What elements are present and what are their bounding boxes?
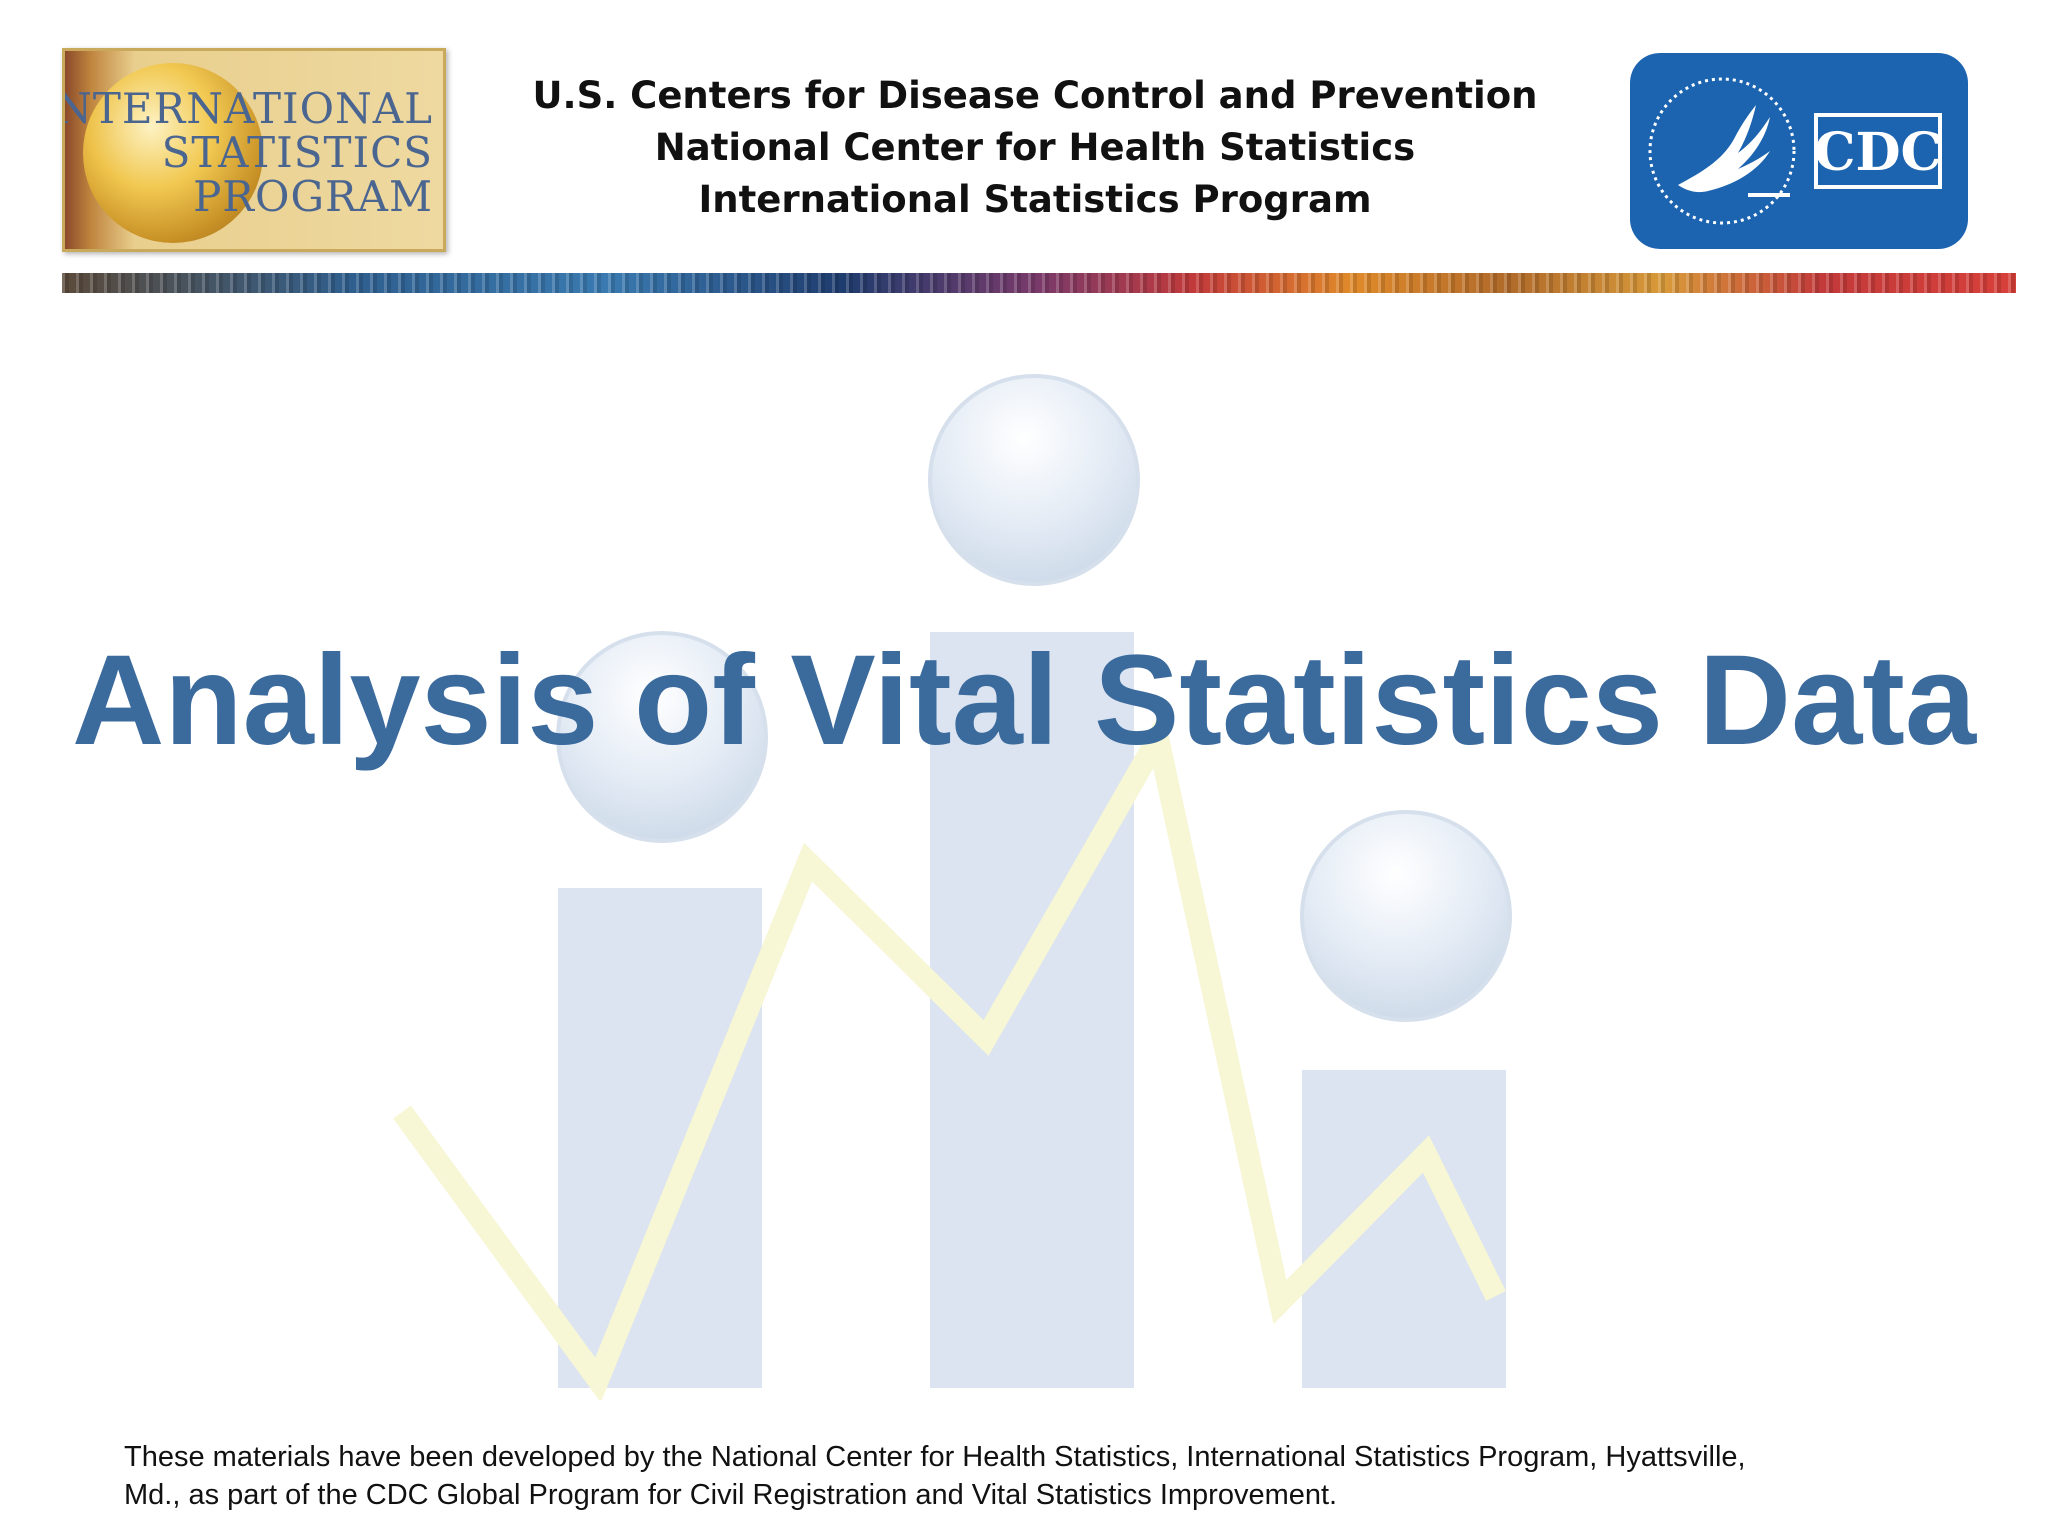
logo-line-2: STATISTICS <box>161 128 433 177</box>
logo-line-1: INTERNATIONAL <box>62 84 433 133</box>
logo-line-3: PROGRAM <box>193 172 433 221</box>
chart-watermark-graphic <box>393 374 1512 1400</box>
watermark-ball-right <box>1300 810 1512 1022</box>
international-statistics-program-logo: INTERNATIONAL STATISTICS PROGRAM <box>62 48 446 252</box>
decorative-pattern-strip <box>62 273 2016 293</box>
page-title: Analysis of Vital Statistics Data <box>71 629 1977 772</box>
footer-line-2: Md., as part of the CDC Global Program f… <box>124 1479 1338 1511</box>
globe-icon <box>83 63 263 243</box>
watermark-ball-left <box>556 631 768 843</box>
footer-attribution: These materials have been developed by t… <box>124 1438 1984 1514</box>
header-line-cdc: U.S. Centers for Disease Control and Pre… <box>532 74 1538 117</box>
watermark-ball-center <box>928 374 1140 586</box>
logo-text: INTERNATIONAL STATISTICS PROGRAM <box>62 84 433 221</box>
organization-header: U.S. Centers for Disease Control and Pre… <box>480 70 1590 226</box>
cdc-logo: CDC <box>1630 53 1968 249</box>
hhs-eagle-icon: CDC <box>1648 77 1942 225</box>
header-line-isp: International Statistics Program <box>698 178 1372 221</box>
watermark-bar-left <box>558 888 762 1388</box>
cdc-logo-text: CDC <box>1814 122 1942 183</box>
footer-line-1: These materials have been developed by t… <box>124 1441 1746 1473</box>
header-line-nchs: National Center for Health Statistics <box>654 126 1416 169</box>
watermark-bar-right <box>1302 1070 1506 1388</box>
watermark-trend-line <box>393 707 1506 1400</box>
